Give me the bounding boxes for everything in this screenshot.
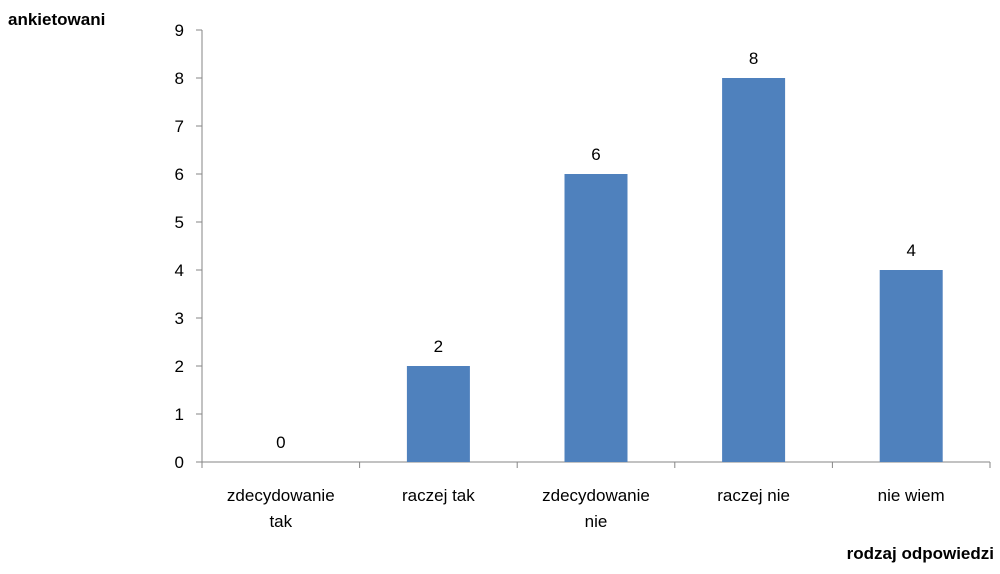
bar	[564, 174, 628, 462]
data-label: 6	[591, 145, 600, 164]
y-tick-label: 6	[175, 165, 184, 184]
data-label: 4	[906, 241, 915, 260]
x-tick-label: raczej nie	[717, 486, 790, 505]
y-tick-label: 0	[175, 453, 184, 472]
y-tick-label: 7	[175, 117, 184, 136]
y-tick-label: 1	[175, 405, 184, 424]
x-tick-label: nie wiem	[878, 486, 945, 505]
x-tick-label: raczej tak	[402, 486, 475, 505]
data-label: 0	[276, 433, 285, 452]
x-axis-label: rodzaj odpowiedzi	[846, 544, 994, 563]
y-tick-label: 8	[175, 69, 184, 88]
data-label: 2	[434, 337, 443, 356]
y-tick-label: 2	[175, 357, 184, 376]
bar	[722, 78, 786, 462]
x-tick-label: zdecydowanie nie	[542, 486, 650, 531]
y-tick-label: 5	[175, 213, 184, 232]
x-tick-label: zdecydowanie tak	[227, 486, 335, 531]
y-tick-label: 9	[175, 21, 184, 40]
data-label: 8	[749, 49, 758, 68]
y-tick-label: 4	[175, 261, 184, 280]
y-axis-label: ankietowani	[8, 10, 106, 29]
y-tick-label: 3	[175, 309, 184, 328]
bar	[406, 366, 470, 462]
bar	[879, 270, 943, 462]
